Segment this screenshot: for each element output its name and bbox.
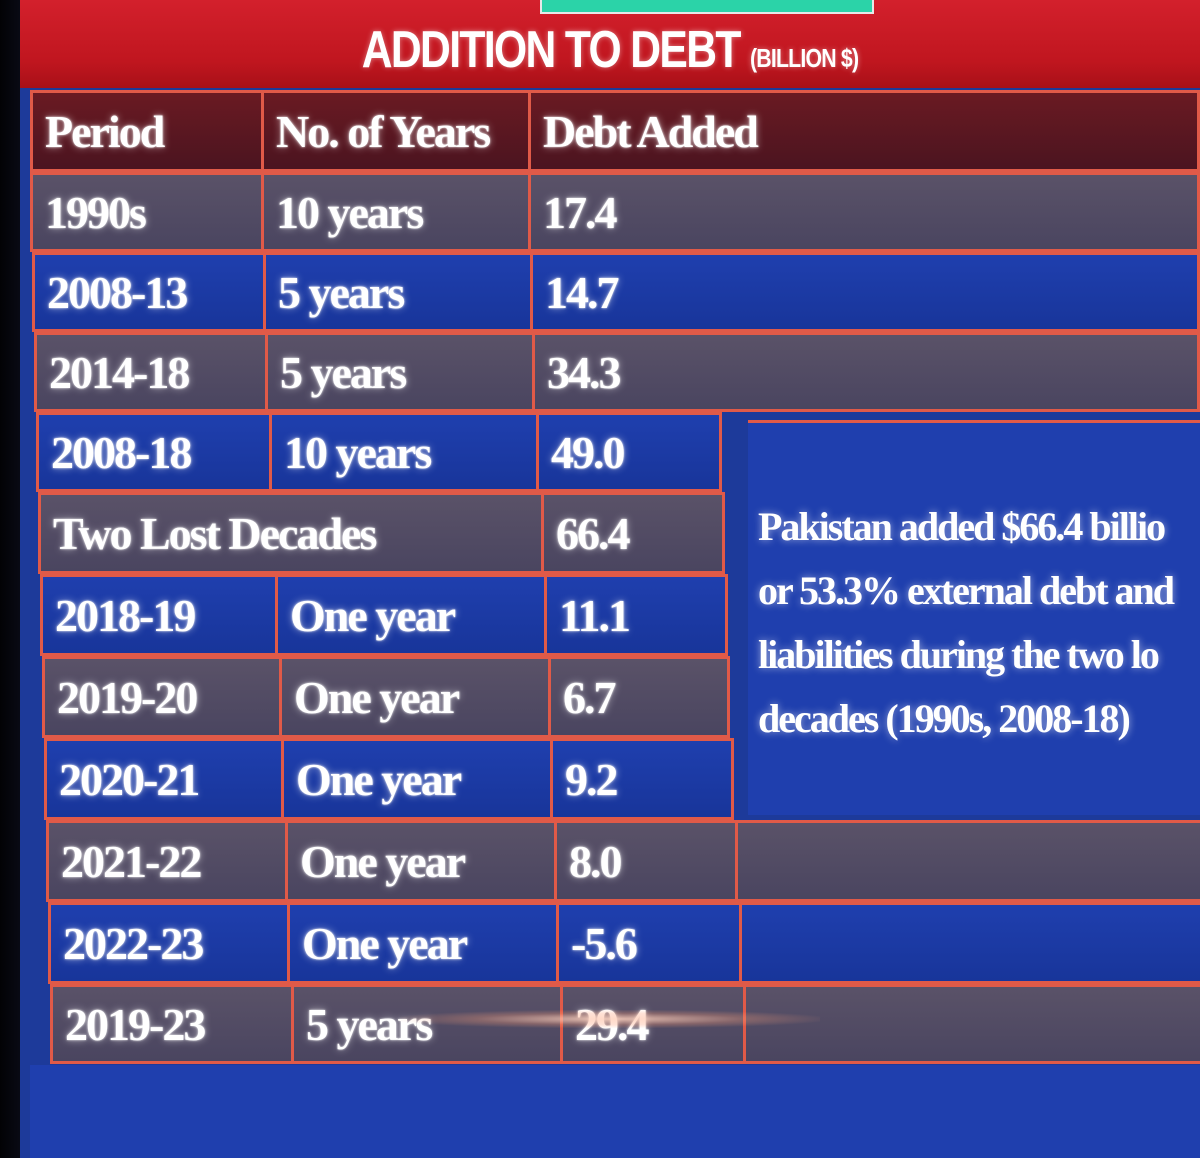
table-row-period: 2018-19 bbox=[40, 574, 278, 656]
table-row-debt: -5.6 bbox=[556, 902, 742, 984]
table-row-debt: 8.0 bbox=[554, 820, 738, 902]
table-row-period: 2020-21 bbox=[44, 738, 284, 820]
top-ticker-strip bbox=[540, 0, 874, 14]
table-row-period: 2008-13 bbox=[32, 252, 266, 332]
table-row-period: 2022-23 bbox=[48, 902, 290, 984]
header-years: No. of Years bbox=[261, 90, 531, 172]
bottom-band bbox=[30, 1065, 1200, 1158]
table-row-debt: 29.4 bbox=[560, 984, 746, 1064]
header-period: Period bbox=[30, 90, 264, 172]
table-row-period: 2019-20 bbox=[42, 656, 282, 738]
summary-note: Pakistan added $66.4 billio or 53.3% ext… bbox=[748, 420, 1200, 815]
table-row-years: 5 years bbox=[291, 984, 563, 1064]
table-row-years: One year bbox=[285, 820, 557, 902]
table-row-years: One year bbox=[287, 902, 559, 984]
table-row-years: 5 years bbox=[263, 252, 533, 332]
banner-subtitle: (BILLION $) bbox=[750, 43, 859, 73]
table-row-filler bbox=[743, 984, 1200, 1064]
table-row-debt: 66.4 bbox=[541, 492, 725, 574]
table-row-years: One year bbox=[279, 656, 551, 738]
table-row-debt: 17.4 bbox=[528, 172, 1200, 252]
table-row-years: 10 years bbox=[269, 412, 539, 492]
table-row-debt: 9.2 bbox=[550, 738, 734, 820]
banner-title: ADDITION TO DEBT (BILLION $) bbox=[126, 20, 1094, 80]
header-debt-added: Debt Added bbox=[528, 90, 1200, 172]
banner-title-text: ADDITION TO DEBT bbox=[361, 21, 742, 79]
summary-note-line: decades (1990s, 2008-18) bbox=[758, 696, 1131, 741]
table-row-debt: 14.7 bbox=[530, 252, 1200, 332]
summary-note-line: or 53.3% external debt and bbox=[758, 568, 1175, 613]
table-row-period: Two Lost Decades bbox=[38, 492, 544, 574]
table-row-period: 2021-22 bbox=[46, 820, 288, 902]
title-banner: ADDITION TO DEBT (BILLION $) bbox=[20, 0, 1200, 88]
table-row-filler bbox=[739, 902, 1200, 984]
table-row-years: 10 years bbox=[261, 172, 531, 252]
table-row-debt: 49.0 bbox=[536, 412, 722, 492]
table-row-filler bbox=[735, 820, 1200, 902]
table-row-period: 2014-18 bbox=[34, 332, 268, 412]
table-row-years: One year bbox=[281, 738, 553, 820]
table-row-period: 2008-18 bbox=[36, 412, 272, 492]
tv-screen: ADDITION TO DEBT (BILLION $) Period No. … bbox=[20, 0, 1200, 1158]
table-row-years: 5 years bbox=[265, 332, 535, 412]
summary-note-line: liabilities during the two lo bbox=[758, 632, 1160, 677]
table-row-period: 1990s bbox=[30, 172, 264, 252]
table-row-debt: 6.7 bbox=[548, 656, 730, 738]
summary-note-line: Pakistan added $66.4 billio bbox=[758, 504, 1166, 549]
table-row-years: One year bbox=[275, 574, 547, 656]
table-row-debt: 11.1 bbox=[544, 574, 728, 656]
table-row-debt: 34.3 bbox=[532, 332, 1200, 412]
table-row-period: 2019-23 bbox=[50, 984, 294, 1064]
